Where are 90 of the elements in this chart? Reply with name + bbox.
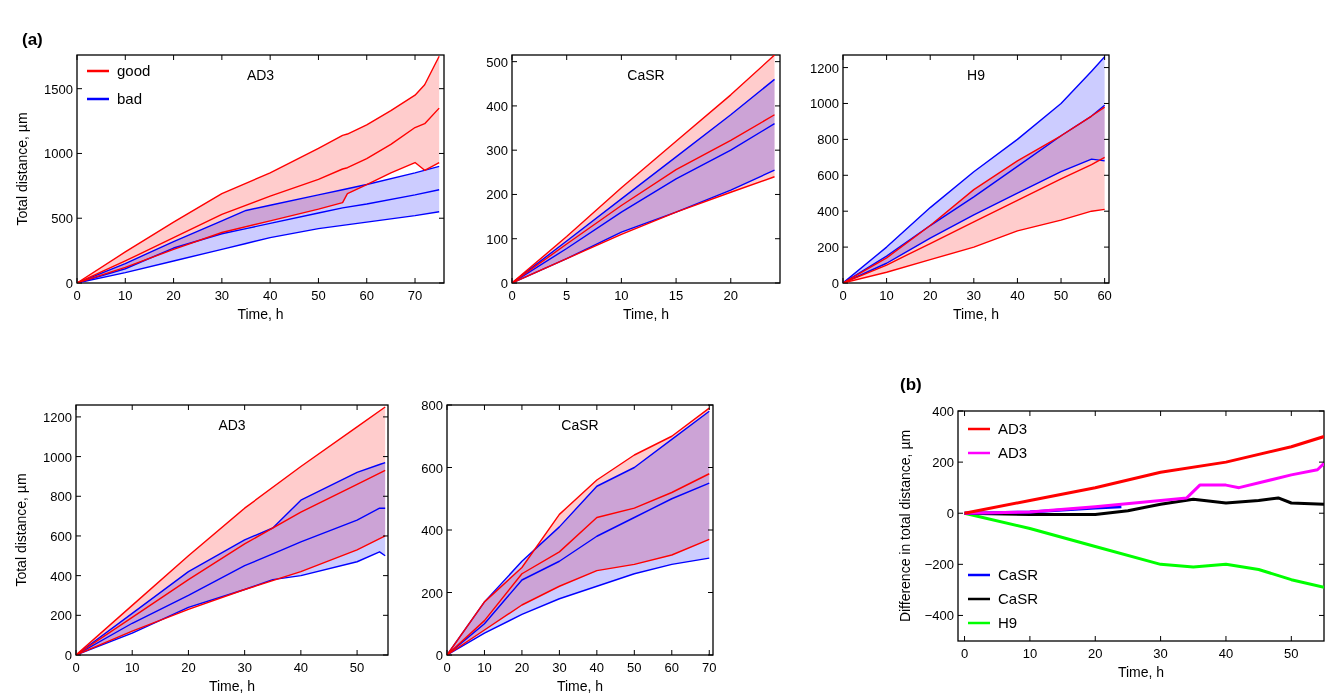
y-tick-label: 600 (421, 460, 443, 476)
y-axis-title: Total distance, µm (13, 473, 29, 587)
x-tick-label: 50 (311, 288, 326, 303)
x-tick-label: 10 (614, 288, 629, 303)
x-axis-title: Time, h (1117, 664, 1165, 680)
legend-label: AD3 (998, 420, 1028, 437)
y-tick-label: 1000 (810, 96, 839, 112)
y-tick-label: 200 (421, 585, 443, 601)
y-tick-label: 100 (486, 231, 508, 247)
y-tick-label: 1000 (44, 146, 73, 162)
x-tick-label: 5 (563, 288, 571, 303)
x-tick-label: 60 (664, 660, 680, 675)
x-tick-label: 30 (966, 288, 982, 303)
y-tick-label: 500 (51, 211, 73, 227)
text: (a) (22, 30, 43, 49)
x-tick-label: 40 (1218, 646, 1234, 661)
y-tick-label: 0 (500, 276, 508, 291)
x-tick-label: 30 (237, 660, 252, 675)
y-tick-label: −400 (924, 608, 954, 624)
text: CaSR (627, 67, 665, 83)
x-tick-label: 60 (1097, 288, 1112, 303)
x-axis-title: Time, h (952, 306, 1000, 322)
y-tick-label: 600 (50, 528, 72, 544)
legend-label: AD3 (998, 444, 1028, 461)
x-tick-label: 20 (166, 288, 181, 303)
y-axis-title: Total distance, µm (14, 112, 30, 226)
x-tick-label: 10 (879, 288, 894, 303)
x-tick-label: 30 (552, 660, 567, 675)
x-tick-label: 30 (1153, 646, 1168, 661)
legend-label: CaSR (998, 566, 1039, 583)
legend-label: bad (117, 90, 143, 107)
x-tick-label: 0 (960, 646, 969, 661)
text: (b) (900, 375, 922, 394)
x-tick-label: 10 (477, 660, 492, 675)
x-tick-label: 10 (118, 288, 133, 303)
y-tick-label: 400 (50, 568, 72, 584)
y-tick-label: 200 (817, 240, 839, 256)
y-tick-label: 800 (50, 489, 72, 505)
x-tick-label: 15 (668, 288, 684, 303)
x-tick-label: 20 (514, 660, 530, 675)
text: H9 (967, 67, 986, 83)
x-tick-label: 20 (1088, 646, 1103, 661)
x-tick-label: 40 (589, 660, 605, 675)
y-tick-label: 0 (946, 506, 954, 522)
y-tick-label: 400 (932, 404, 954, 419)
legend-label: good (117, 62, 151, 79)
x-tick-label: 50 (1284, 646, 1299, 661)
x-axis-title: Time, h (556, 678, 604, 694)
x-axis-title: Time, h (622, 306, 670, 322)
x-tick-label: 70 (702, 660, 717, 675)
x-axis-title: Time, h (237, 306, 284, 322)
y-tick-label: 200 (932, 455, 954, 471)
x-tick-label: 70 (407, 288, 423, 303)
x-tick-label: 30 (214, 288, 230, 303)
y-tick-label: 1500 (44, 81, 73, 97)
x-tick-label: 20 (723, 288, 739, 303)
y-tick-label: 400 (421, 523, 443, 538)
y-tick-label: 800 (421, 398, 443, 413)
text: AD3 (218, 417, 246, 433)
y-tick-label: 0 (831, 276, 839, 291)
y-tick-label: 1200 (43, 409, 72, 425)
legend-label: CaSR (998, 590, 1039, 607)
x-tick-label: 10 (124, 660, 140, 675)
y-axis-title: Difference in total distance, µm (897, 429, 913, 623)
x-tick-label: 50 (1053, 288, 1069, 303)
y-tick-label: 200 (50, 608, 72, 624)
x-tick-label: 20 (922, 288, 938, 303)
y-tick-label: 1200 (810, 60, 839, 76)
x-tick-label: 10 (1022, 646, 1038, 661)
x-tick-label: 50 (349, 660, 365, 675)
y-tick-label: 300 (486, 143, 508, 159)
x-tick-label: 60 (359, 288, 374, 303)
y-tick-label: 1000 (43, 449, 72, 465)
x-tick-label: 20 (181, 660, 196, 675)
y-tick-label: 400 (486, 98, 508, 114)
legend-label: H9 (998, 614, 1018, 631)
x-axis-title: Time, h (208, 678, 256, 694)
x-tick-label: 40 (293, 660, 309, 675)
y-tick-label: 200 (486, 187, 508, 203)
x-tick-label: 40 (1010, 288, 1025, 303)
text: CaSR (561, 417, 599, 433)
y-tick-label: −200 (924, 557, 954, 573)
y-tick-label: 600 (817, 168, 839, 184)
y-tick-label: 400 (817, 204, 839, 220)
x-tick-label: 50 (627, 660, 642, 675)
x-tick-label: 40 (262, 288, 278, 303)
y-tick-label: 0 (65, 276, 73, 291)
y-tick-label: 500 (486, 54, 508, 70)
text: AD3 (246, 67, 275, 83)
y-tick-label: 800 (817, 132, 839, 148)
